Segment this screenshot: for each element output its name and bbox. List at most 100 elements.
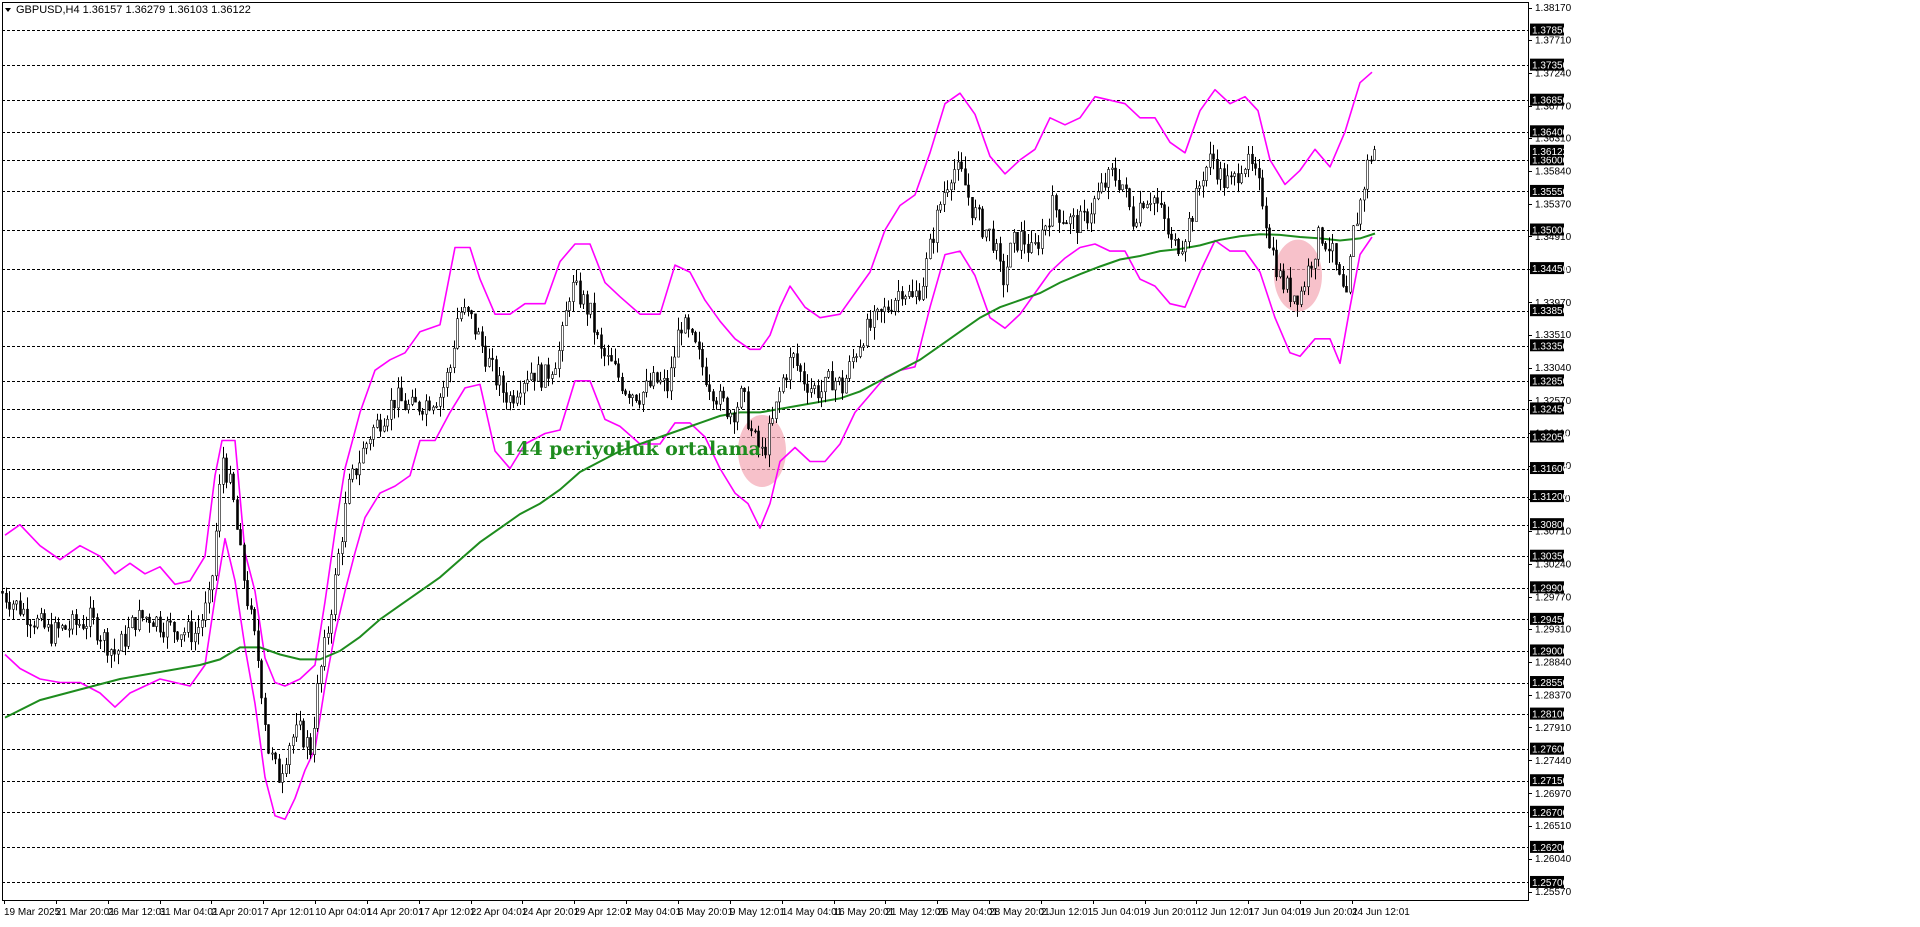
x-tick-label: 10 Apr 04:01 xyxy=(315,907,372,918)
candle-body xyxy=(285,764,288,774)
candle-body xyxy=(453,347,456,368)
candle-body xyxy=(806,383,809,393)
candle-body xyxy=(61,625,64,629)
candle-body xyxy=(1296,295,1299,305)
candle-body xyxy=(1184,241,1187,253)
candle-body xyxy=(887,306,890,311)
candle-body xyxy=(1044,225,1047,231)
level-label-box xyxy=(1530,339,1564,352)
candle-body xyxy=(1065,222,1068,225)
candle-body xyxy=(215,530,218,577)
x-tick-label: 9 Jun 20:01 xyxy=(1145,907,1198,918)
candle-body xyxy=(484,345,487,367)
x-tick-label: 24 Apr 20:01 xyxy=(522,907,579,918)
x-tick-label: 6 May 20:01 xyxy=(678,907,733,918)
level-label: 1.25700 xyxy=(1532,878,1569,889)
candle-body xyxy=(1160,202,1163,206)
candle-body xyxy=(1244,169,1247,174)
candle-body xyxy=(649,380,652,387)
candle-body xyxy=(148,616,151,624)
candle-body xyxy=(1002,260,1005,286)
candle-body xyxy=(1223,168,1226,188)
candle-body xyxy=(712,391,715,402)
candle-body xyxy=(124,633,127,647)
menu-triangle-icon xyxy=(5,8,11,12)
candle-body xyxy=(1335,243,1338,265)
candle-body xyxy=(666,378,669,392)
candle-body xyxy=(418,401,421,412)
level-label: 1.32850 xyxy=(1532,376,1569,387)
candle-body xyxy=(1349,256,1352,293)
level-label-box xyxy=(1530,262,1564,275)
candle-body xyxy=(1086,211,1089,224)
candle-body xyxy=(1226,175,1229,188)
candle-body xyxy=(498,375,501,386)
candle-body xyxy=(992,228,995,251)
level-label-box xyxy=(1530,490,1564,503)
candle-body xyxy=(820,391,823,399)
y-tick-label: 1.33510 xyxy=(1535,330,1572,341)
candle-body xyxy=(848,361,851,379)
y-tick-label: 1.29770 xyxy=(1535,592,1572,603)
level-label: 1.30350 xyxy=(1532,552,1569,563)
level-label-box xyxy=(1530,840,1564,853)
candle-body xyxy=(824,376,827,393)
level-label: 1.34450 xyxy=(1532,264,1569,275)
candle-body xyxy=(799,365,802,372)
candle-body xyxy=(1359,199,1362,225)
candle-body xyxy=(400,387,403,402)
candle-body xyxy=(421,410,424,415)
candle-body xyxy=(425,400,428,415)
candle-body xyxy=(369,439,372,445)
candle-body xyxy=(460,311,463,319)
candle-body xyxy=(152,622,155,627)
candle-body xyxy=(939,204,942,211)
level-label-box xyxy=(1530,805,1564,818)
level-label: 1.29450 xyxy=(1532,615,1569,626)
candle-body xyxy=(705,366,708,386)
candle-body xyxy=(519,392,522,398)
candle-body xyxy=(1156,197,1159,204)
level-label: 1.29900 xyxy=(1532,583,1569,594)
candle-body xyxy=(180,634,183,640)
candle-body xyxy=(1009,242,1012,268)
candle-body xyxy=(257,630,260,661)
candle-body xyxy=(463,307,466,313)
candle-body xyxy=(897,291,900,301)
candle-body xyxy=(1373,149,1376,161)
candle-body xyxy=(64,625,67,630)
candle-body xyxy=(719,390,722,405)
candle-body xyxy=(183,632,186,636)
x-tick-label: 5 Jun 04:01 xyxy=(1093,907,1146,918)
candle-body xyxy=(1317,227,1320,260)
level-label: 1.33350 xyxy=(1532,341,1569,352)
candle-body xyxy=(1128,188,1131,208)
level-label-box xyxy=(1530,742,1564,755)
candle-body xyxy=(782,377,785,392)
x-tick-label: 31 Mar 04:01 xyxy=(160,907,219,918)
candle-body xyxy=(50,624,53,644)
candle-body xyxy=(159,616,162,633)
candle-body xyxy=(1356,223,1359,227)
y-tick-label: 1.35840 xyxy=(1535,167,1572,178)
candle-body xyxy=(383,425,386,432)
candle-body xyxy=(502,375,505,393)
candle-body xyxy=(516,396,519,404)
candle-body xyxy=(1324,243,1327,250)
candle-body xyxy=(113,649,116,655)
candle-body xyxy=(957,161,960,170)
candle-body xyxy=(1104,182,1107,188)
candle-body xyxy=(1072,215,1075,218)
candle-body xyxy=(1170,233,1173,240)
y-tick-label: 1.26510 xyxy=(1535,821,1572,832)
candle-body xyxy=(677,329,680,358)
candle-body xyxy=(211,575,214,591)
candle-body xyxy=(1121,184,1124,191)
candle-body xyxy=(327,632,330,638)
candle-body xyxy=(428,400,431,411)
candle-body xyxy=(551,374,554,379)
y-tick-label: 1.27910 xyxy=(1535,723,1572,734)
candle-body xyxy=(71,614,74,630)
candle-body xyxy=(932,238,935,243)
